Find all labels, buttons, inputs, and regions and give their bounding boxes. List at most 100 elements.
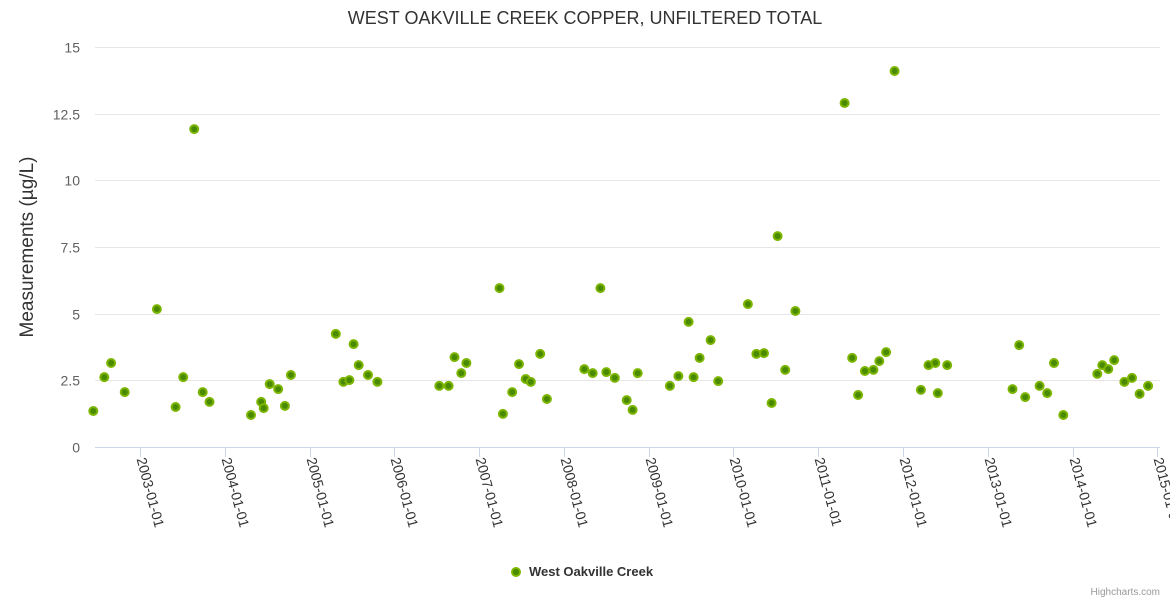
- data-point[interactable]: [264, 379, 275, 390]
- data-point[interactable]: [853, 390, 864, 400]
- data-point[interactable]: [449, 352, 460, 363]
- data-point[interactable]: [88, 406, 99, 416]
- data-point[interactable]: [1034, 380, 1045, 391]
- data-point[interactable]: [353, 360, 364, 371]
- data-point[interactable]: [601, 367, 612, 378]
- data-point[interactable]: [1049, 358, 1059, 368]
- data-point[interactable]: [673, 371, 684, 382]
- x-tick-label: 2010-01-01: [727, 456, 761, 530]
- data-point[interactable]: [178, 372, 189, 383]
- data-point[interactable]: [106, 358, 117, 368]
- data-point[interactable]: [881, 347, 892, 358]
- data-point[interactable]: [780, 364, 791, 375]
- data-point[interactable]: [372, 376, 383, 387]
- data-point[interactable]: [1103, 364, 1114, 375]
- data-point[interactable]: [621, 395, 632, 406]
- data-point[interactable]: [595, 283, 606, 294]
- data-point[interactable]: [456, 368, 467, 379]
- x-tick-label: 2012-01-01: [897, 456, 931, 530]
- data-point[interactable]: [772, 231, 783, 242]
- data-point[interactable]: [514, 359, 524, 370]
- data-point[interactable]: [587, 368, 598, 379]
- legend-label[interactable]: West Oakville Creek: [529, 564, 654, 579]
- data-point[interactable]: [1109, 355, 1120, 366]
- data-point[interactable]: [868, 364, 879, 375]
- data-point[interactable]: [742, 299, 753, 310]
- y-tick-label: 5: [72, 307, 80, 323]
- data-point[interactable]: [348, 339, 359, 350]
- data-point[interactable]: [713, 376, 724, 387]
- data-point[interactable]: [1020, 392, 1031, 403]
- data-point[interactable]: [1014, 340, 1025, 351]
- data-point[interactable]: [461, 358, 472, 368]
- data-point[interactable]: [246, 410, 256, 420]
- data-point[interactable]: [497, 408, 508, 419]
- data-point[interactable]: [119, 387, 130, 398]
- data-point[interactable]: [1119, 376, 1130, 387]
- data-point[interactable]: [579, 364, 590, 375]
- data-point[interactable]: [790, 306, 801, 316]
- legend-item[interactable]: West Oakville Creek: [511, 564, 654, 579]
- data-point[interactable]: [525, 376, 536, 387]
- data-point[interactable]: [1007, 384, 1018, 395]
- data-point[interactable]: [889, 66, 900, 76]
- x-tick-label: 2014-01-01: [1067, 456, 1101, 530]
- data-point[interactable]: [915, 384, 926, 395]
- y-axis-title: Measurements (µg/L): [17, 157, 38, 338]
- data-point[interactable]: [363, 370, 373, 380]
- x-tick-label: 2015-01-01: [1151, 456, 1170, 530]
- data-point[interactable]: [285, 370, 296, 380]
- data-point[interactable]: [1042, 388, 1053, 399]
- credits-link[interactable]: Highcharts.com: [1091, 587, 1160, 598]
- data-point[interactable]: [494, 283, 505, 294]
- data-point[interactable]: [1127, 372, 1137, 383]
- data-point[interactable]: [99, 372, 110, 383]
- chart-title: WEST OAKVILLE CREEK COPPER, UNFILTERED T…: [348, 8, 822, 28]
- data-point[interactable]: [1092, 368, 1103, 379]
- data-point[interactable]: [705, 335, 716, 346]
- data-point[interactable]: [683, 316, 694, 327]
- data-point[interactable]: [609, 372, 620, 383]
- x-tick-label: 2007-01-01: [473, 456, 507, 530]
- data-point[interactable]: [859, 366, 870, 376]
- x-tick-label: 2003-01-01: [134, 456, 168, 530]
- data-point[interactable]: [1143, 380, 1154, 391]
- data-point[interactable]: [694, 352, 705, 363]
- data-point[interactable]: [535, 348, 546, 359]
- data-point[interactable]: [759, 348, 769, 359]
- grid-lines: [95, 47, 1160, 381]
- data-point[interactable]: [541, 394, 552, 404]
- data-point[interactable]: [839, 98, 850, 108]
- data-point[interactable]: [874, 356, 885, 367]
- data-point[interactable]: [151, 304, 162, 315]
- data-point[interactable]: [273, 384, 284, 395]
- data-point[interactable]: [204, 396, 215, 407]
- data-point[interactable]: [507, 387, 518, 398]
- data-point[interactable]: [632, 368, 643, 379]
- data-point[interactable]: [197, 387, 208, 398]
- y-tick-label: 12.5: [53, 107, 80, 123]
- data-point[interactable]: [688, 372, 699, 383]
- x-tick-label: 2004-01-01: [219, 456, 253, 530]
- data-point[interactable]: [258, 403, 269, 414]
- y-tick-label: 15: [64, 40, 80, 56]
- data-point[interactable]: [847, 352, 858, 363]
- data-point[interactable]: [766, 398, 777, 408]
- data-point[interactable]: [443, 380, 454, 391]
- data-point[interactable]: [942, 360, 953, 371]
- data-point[interactable]: [434, 380, 445, 391]
- x-tick-label: 2013-01-01: [982, 456, 1016, 530]
- data-point[interactable]: [344, 375, 355, 386]
- data-point[interactable]: [170, 402, 181, 412]
- data-point[interactable]: [1058, 410, 1069, 420]
- data-point[interactable]: [930, 358, 941, 368]
- data-point[interactable]: [664, 380, 675, 391]
- data-point[interactable]: [932, 388, 943, 399]
- data-points: [88, 66, 1154, 420]
- data-point[interactable]: [189, 124, 200, 135]
- data-point[interactable]: [627, 404, 638, 415]
- data-point[interactable]: [330, 328, 341, 339]
- data-point[interactable]: [1134, 388, 1145, 399]
- data-point[interactable]: [279, 400, 290, 411]
